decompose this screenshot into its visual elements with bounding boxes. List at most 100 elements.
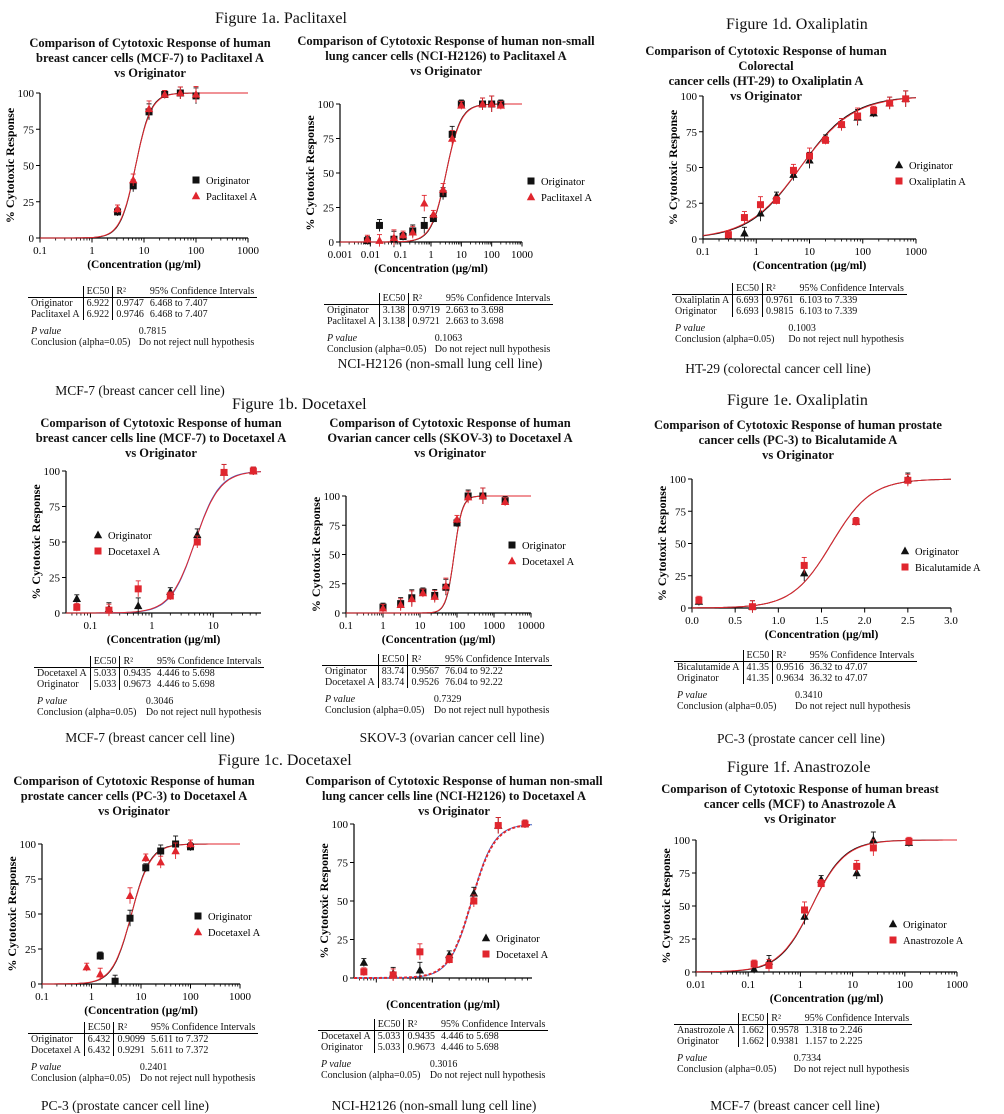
stats-cell: 4.446 to 5.698 xyxy=(156,679,215,690)
stats-table: EC50 R² 95% Confidence Intervals Originator… xyxy=(28,286,258,348)
x-axis-label: (Concentration (µg/ml) xyxy=(87,259,201,271)
figure-1a-heading: Figure 1a. Paclitaxel xyxy=(215,10,347,27)
legend-label: Bicalutamide A xyxy=(915,563,981,574)
x-axis-label: (Concentration (µg/ml) xyxy=(753,260,867,272)
p-value: 0.3016 xyxy=(429,1059,458,1070)
chart-legend: Originator Docetaxel A xyxy=(481,933,549,961)
data-point xyxy=(113,204,122,213)
data-point xyxy=(157,847,165,855)
stats-cell: 5.033 xyxy=(374,1042,405,1053)
p-value: 0.7334 xyxy=(793,1053,822,1064)
data-point xyxy=(359,958,369,966)
stats-cell: 0.9567 xyxy=(411,666,439,677)
legend-marker xyxy=(888,919,898,928)
chart-caption: MCF-7 (breast cancer cell line) xyxy=(65,730,235,745)
p-value-label: P value xyxy=(677,690,708,701)
stats-header-cell: R² xyxy=(767,1013,802,1025)
x-tick-label: 1.0 xyxy=(771,615,785,627)
stats-row: Docetaxel A 5.033 0.9435 4.446 to 5.698 xyxy=(318,1030,548,1042)
data-point xyxy=(740,228,749,237)
stats-cell: 4.446 to 5.698 xyxy=(440,1042,499,1053)
stats-row: Paclitaxel A 3.138 0.9721 2.663 to 3.698 xyxy=(324,316,553,327)
stats-cell: Originator xyxy=(324,304,380,316)
stats-cell: Originator xyxy=(318,1042,375,1053)
stats-header-cell: 95% Confidence Intervals xyxy=(441,654,553,666)
data-point xyxy=(806,152,813,160)
stats-header-cell: R² xyxy=(772,650,807,662)
stats-cell: 5.033 xyxy=(90,667,121,679)
stats-header-cell: R² xyxy=(403,1019,438,1031)
stats-header-cell: 95% Confidence Intervals xyxy=(796,283,907,295)
data-point xyxy=(750,960,758,968)
y-axis-label: % Cytotoxic Response xyxy=(3,107,17,223)
y-axis-label: % Cytotoxic Response xyxy=(655,485,669,601)
chart-caption: SKOV-3 (ovarian cancer cell line) xyxy=(359,730,545,745)
chart-title: Comparison of Cytotoxic Response of huma… xyxy=(645,44,887,103)
stats-header-cell: EC50 xyxy=(84,1022,115,1034)
stats-cell: Docetaxel A xyxy=(28,1045,85,1056)
x-axis-label: (Concentration (µg/ml) xyxy=(765,629,879,641)
data-point xyxy=(496,100,505,109)
stats-row: Originator 6.693 0.9815 6.103 to 7.339 xyxy=(672,306,907,317)
data-point xyxy=(457,100,466,109)
y-tick-label: 0 xyxy=(681,603,687,615)
x-tick-label: 0.1 xyxy=(339,620,353,632)
x-tick-label: 0.01 xyxy=(686,979,705,991)
x-axis-label: (Concentration (µg/ml) xyxy=(382,634,496,646)
conclusion-label: Conclusion (alpha=0.05) xyxy=(325,705,425,716)
x-tick-label: 10 xyxy=(208,620,220,632)
stats-cell: 6.693 xyxy=(732,294,763,306)
legend-label: Originator xyxy=(496,934,540,945)
stats-cell: Bicalutamide A xyxy=(674,661,744,673)
legend-label: Oxaliplatin A xyxy=(909,177,966,188)
legend-label: Paclitaxel A xyxy=(541,193,592,204)
stats-header-cell: 95% Confidence Intervals xyxy=(801,1013,913,1025)
chart-plot: 0 25 50 75 100 0.1 1 10 100 1000 (Concentration (µ… xyxy=(3,85,260,271)
stats-cell: 41.35 xyxy=(743,661,774,673)
data-point xyxy=(111,977,119,985)
chart-caption: PC-3 (prostate cancer cell line) xyxy=(41,1098,209,1113)
chart-title: Comparison of Cytotoxic Response of huma… xyxy=(654,418,942,462)
p-value: 0.2401 xyxy=(139,1062,168,1073)
data-point xyxy=(695,596,703,604)
y-tick-label: 100 xyxy=(324,491,341,503)
chart-caption: NCI-H2126 (non-small lung cell line) xyxy=(331,1098,537,1113)
data-point xyxy=(389,971,397,979)
stats-table: EC50 R² 95% Confidence Intervals Originator… xyxy=(28,1022,259,1084)
data-point xyxy=(375,236,384,244)
fit-curve xyxy=(42,843,240,985)
stats-header-cell: R² xyxy=(407,654,442,666)
y-tick-label: 25 xyxy=(323,203,335,215)
legend-marker xyxy=(900,546,910,555)
data-point xyxy=(749,964,759,973)
stats-cell: 4.446 to 5.698 xyxy=(440,1031,499,1042)
stats-cell: 0.9435 xyxy=(123,668,151,679)
stats-table: EC50 R² 95% Confidence Intervals Anastrozol… xyxy=(674,1013,913,1075)
data-point xyxy=(171,846,180,855)
data-point xyxy=(166,592,174,600)
y-tick-label: 0 xyxy=(335,608,341,620)
legend-label: Originator xyxy=(208,912,252,923)
data-point xyxy=(389,233,399,242)
y-tick-label: 25 xyxy=(686,198,698,210)
stats-cell: Originator xyxy=(28,297,84,309)
figure-1f-heading: Figure 1f. Anastrozole xyxy=(727,759,871,776)
chart-legend: Originator Paclitaxel A xyxy=(526,177,592,204)
stats-header-cell: 95% Confidence Intervals xyxy=(146,286,258,298)
data-point xyxy=(429,215,437,223)
y-tick-label: 50 xyxy=(23,161,35,173)
y-tick-label: 75 xyxy=(329,520,341,532)
data-point xyxy=(420,221,428,229)
fit-curve xyxy=(696,839,957,973)
stats-header-cell: EC50 xyxy=(374,1019,405,1031)
conclusion-text: Do not reject null hypothesis xyxy=(793,1064,910,1075)
stats-header-cell: R² xyxy=(113,1022,148,1034)
chart-legend: Originator Docetaxel A xyxy=(93,530,161,558)
y-tick-label: 25 xyxy=(23,197,35,209)
x-axis-label: (Concentration (µg/ml) xyxy=(770,993,884,1005)
stats-cell: 0.9673 xyxy=(407,1042,435,1053)
data-point xyxy=(852,518,860,526)
data-point xyxy=(249,467,257,475)
data-point xyxy=(96,952,104,960)
x-tick-label: 1 xyxy=(798,979,804,991)
